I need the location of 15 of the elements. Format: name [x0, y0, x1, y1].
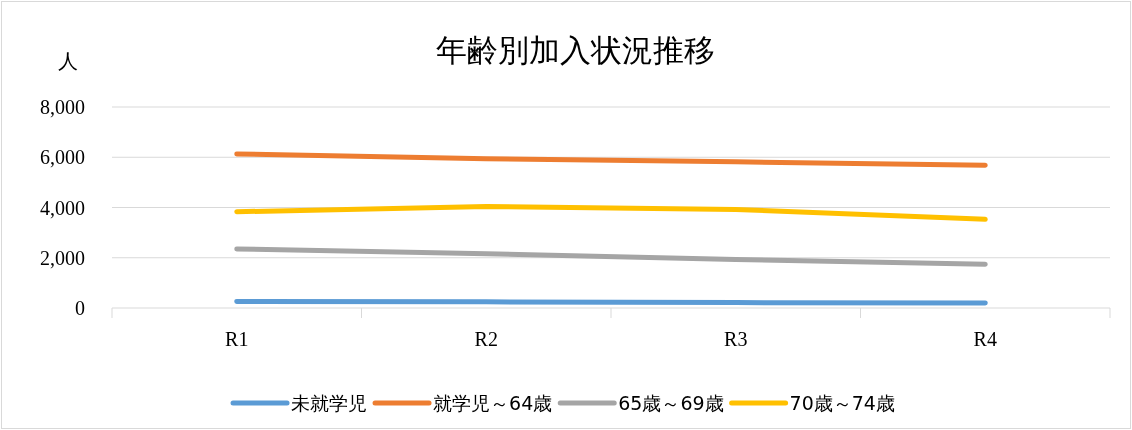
y-tick-label: 2,000	[40, 246, 85, 269]
x-tick-label: R2	[474, 328, 498, 350]
y-tick-label: 4,000	[40, 196, 85, 219]
x-tick-label: R1	[225, 328, 249, 350]
chart-title: 年齢別加入状況推移	[435, 33, 715, 68]
x-tick-label: R3	[724, 328, 748, 350]
y-tick-label: 0	[75, 297, 85, 319]
legend-label: 65歳～69歳	[618, 392, 724, 414]
legend-label: 就学児～64歳	[433, 392, 553, 414]
y-tick-label: 8,000	[40, 96, 85, 118]
legend-label: 未就学児	[291, 392, 368, 414]
y-tick-label: 6,000	[40, 146, 85, 169]
x-tick-label: R4	[973, 328, 997, 350]
y-axis-title: 人	[58, 50, 78, 72]
legend-label: 70歳～74歳	[789, 392, 895, 414]
